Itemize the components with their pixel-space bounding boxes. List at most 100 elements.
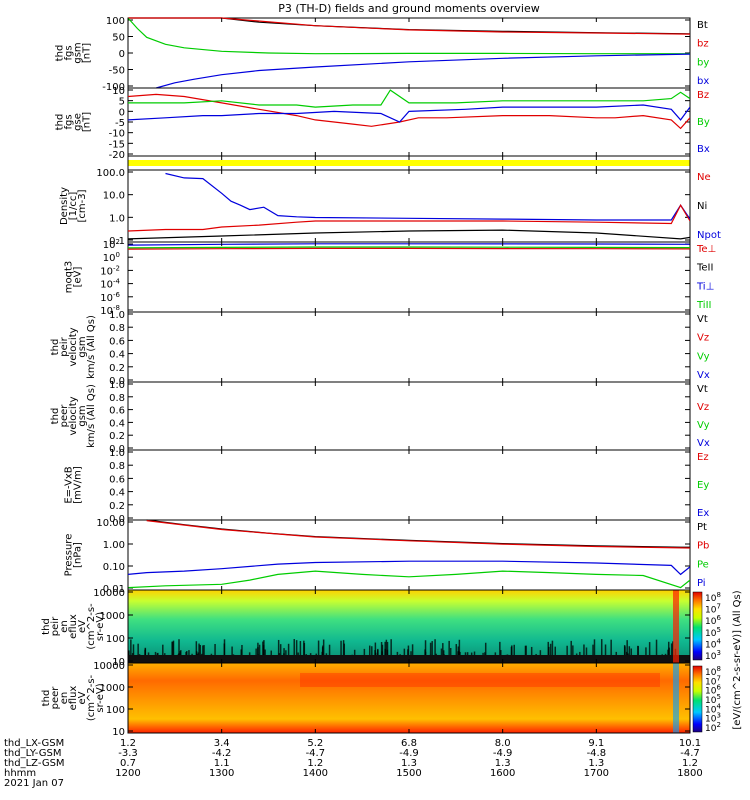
electron-spectrogram-hot	[300, 673, 660, 687]
ion-spectrogram-speckle	[511, 645, 513, 663]
y-tick-label: 0.0	[109, 444, 125, 455]
legend-label: bx	[697, 76, 709, 87]
legend-label: Vy	[697, 420, 710, 431]
legend-label: TiII	[696, 300, 711, 311]
y-tick-label: 1.0	[109, 213, 125, 224]
ion-spectrogram-speckle	[455, 644, 458, 663]
ion-spectrogram-speckle	[458, 639, 461, 663]
y-axis-label: km/s (All Qs)	[86, 384, 97, 448]
series-bx	[155, 53, 690, 89]
y-tick-label: 0.1	[109, 236, 125, 247]
ion-spectrogram-speckle	[303, 640, 305, 663]
legend-label: Ti⊥	[696, 281, 714, 292]
y-axis-label: peir	[59, 336, 70, 356]
ion-spectrogram-speckle	[287, 643, 290, 663]
colorbar-gradient	[692, 665, 703, 733]
y-tick-label: 5	[119, 97, 125, 108]
y-tick-label: 0.6	[109, 406, 125, 417]
y-axis-label: fgs	[64, 114, 75, 129]
panel-frame	[127, 311, 691, 383]
ion-spectrogram-speckle	[295, 640, 298, 663]
ephemeris-value: 1400	[303, 768, 328, 779]
ion-spectrogram-speckle	[322, 645, 324, 663]
ion-spectrogram-speckle	[593, 639, 596, 663]
y-axis-label: gsm	[77, 336, 88, 357]
y-tick-label: 1.0	[109, 310, 125, 321]
series-Bx	[128, 104, 690, 123]
ephemeris-value: 1.2	[307, 758, 323, 769]
y-axis-label: sr-eV)	[95, 683, 106, 712]
ion-spectrogram-speckle	[549, 643, 552, 663]
colorbar-gradient	[692, 591, 703, 661]
ephemeris-value: -4.9	[399, 748, 419, 759]
ion-spectrogram-speckle	[241, 644, 243, 663]
y-axis-label: peir	[50, 616, 61, 636]
y-axis-label: thd	[50, 339, 61, 356]
y-axis-label: [nPa]	[73, 542, 84, 568]
y-axis-label: eflux	[68, 614, 79, 639]
ion-spectrogram-speckle	[317, 640, 320, 663]
ephemeris-value: 1600	[490, 768, 515, 779]
ion-spectrogram-speckle	[132, 644, 135, 663]
ion-spectrogram-speckle	[592, 644, 594, 663]
legend-label: Bx	[697, 144, 710, 155]
y-tick-label: 0.2	[109, 431, 125, 442]
ephemeris-value: 1800	[677, 768, 702, 779]
ephemeris-value: 1.3	[588, 758, 604, 769]
y-axis-label: en	[59, 620, 70, 633]
ion-spectrogram-speckle	[368, 645, 371, 663]
y-tick-label: 0.4	[109, 350, 125, 361]
series-by	[128, 17, 690, 55]
ephemeris-value: 1.2	[682, 758, 698, 769]
y-tick-label: 10-2	[100, 264, 120, 277]
series-Bz	[128, 93, 690, 130]
y-tick-label: 100	[106, 16, 125, 27]
ephemeris-value: 0.7	[120, 758, 136, 769]
ion-spectrogram-speckle	[231, 646, 233, 663]
ephemeris-value: -4.2	[212, 748, 232, 759]
ephemeris-value: 6.8	[401, 738, 417, 749]
y-axis-label: thd	[41, 690, 52, 707]
ion-spectrogram-speckle	[667, 641, 670, 663]
y-tick-label: 1.0	[109, 448, 125, 459]
y-tick-label: 1000	[100, 611, 125, 622]
ion-spectrogram-speckle	[299, 641, 302, 663]
ion-spectrogram-speckle	[672, 641, 674, 663]
y-tick-label: 1.0	[109, 380, 125, 391]
ion-spectrogram-speckle	[293, 639, 295, 663]
y-axis-label: thd	[41, 618, 52, 635]
legend-label: Bt	[697, 20, 708, 31]
legend-label: By	[697, 117, 710, 128]
ephemeris-value: 5.2	[307, 738, 323, 749]
ephemeris-value: -3.3	[118, 748, 138, 759]
ion-spectrogram-speckle	[637, 645, 639, 663]
legend-label: Vx	[697, 438, 710, 449]
ion-spectrogram-speckle	[670, 643, 673, 663]
y-tick-label: -50	[109, 66, 125, 77]
y-tick-label: 10	[112, 86, 125, 97]
y-axis-label: E=-VxB	[64, 466, 75, 503]
ion-spectrogram-speckle	[328, 644, 331, 663]
ion-spectrogram-speckle	[130, 639, 132, 663]
date-label: 2021 Jan 07	[4, 778, 64, 789]
ion-spectrogram-speckle	[172, 640, 175, 663]
y-axis-label: eflux	[68, 686, 79, 711]
ephemeris-value: -4.9	[493, 748, 513, 759]
ephemeris-value: 3.4	[214, 738, 230, 749]
ion-spectrogram-speckle	[371, 646, 373, 663]
flag-bar	[128, 160, 690, 166]
legend-label: bz	[697, 39, 709, 50]
ion-spectrogram-speckle	[551, 640, 554, 663]
legend-label: Pe	[697, 559, 709, 570]
y-tick-label: 0	[119, 49, 125, 60]
ion-spectrogram-speckle	[484, 642, 487, 663]
y-axis-label: velocity	[68, 396, 79, 435]
ephemeris-value: -4.8	[587, 748, 607, 759]
panel-density: 100.0 10.0 1.0 0.1 Density[1/cc][cm-3] Ne Ni Np…	[59, 168, 721, 247]
series-Pt	[146, 519, 690, 548]
y-tick-label: -5	[115, 118, 125, 129]
y-axis-label: [mV/m]	[73, 466, 84, 504]
y-tick-label: 0.4	[109, 488, 125, 499]
